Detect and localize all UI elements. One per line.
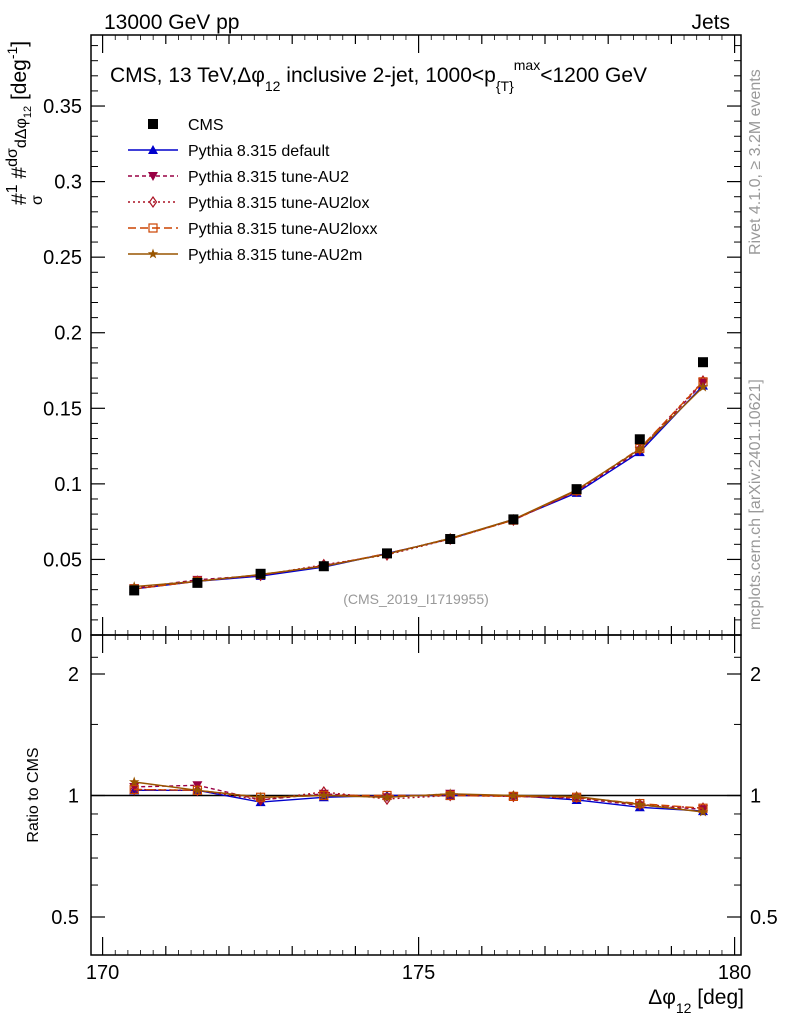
x-axis-label: Δφ12 [deg]: [648, 986, 744, 1016]
ratio-series-point: [318, 790, 329, 800]
legend-marker: [148, 195, 158, 209]
header-left: 13000 GeV pp: [104, 11, 239, 34]
xtick-label: 170: [86, 962, 119, 984]
main-series-line: [134, 382, 704, 589]
cms-data-point: [571, 484, 582, 495]
main-ylabel: #1 #dσdΔφ12 [deg-1] σ: [4, 41, 46, 205]
legend-label: Pythia 8.315 tune-AU2: [188, 169, 349, 186]
ratio-series-point: [129, 783, 139, 796]
main-series-point: [697, 381, 709, 392]
svg-text:σ: σ: [29, 195, 46, 205]
ratio-series-point: [256, 793, 265, 806]
legend-marker: [148, 145, 158, 154]
main-ytick-label: 0.1: [54, 474, 82, 496]
ratio-series-point: [508, 790, 519, 800]
ratio-ytick-label-right: 2: [750, 664, 761, 686]
legend-label: CMS: [188, 117, 224, 134]
main-axes: 0 0.05 0.1 0.15 0.2 0.25 0.3 0.35 170 175 180: [43, 35, 751, 984]
xtick-label: 180: [718, 962, 751, 984]
cms-data-point: [318, 561, 329, 572]
ratio-ytick-label-right: 0.5: [750, 907, 778, 929]
legend-marker-cms: [148, 119, 158, 129]
main-series-line: [134, 385, 704, 590]
legend-marker: [147, 248, 159, 259]
main-series-line: [134, 381, 704, 590]
main-ytick-label: 0.05: [43, 549, 82, 571]
ratio-series-point: [129, 784, 139, 795]
legend-label: Pythia 8.315 default: [188, 143, 330, 160]
header-right: Jets: [691, 11, 730, 34]
cms-data-point: [508, 514, 519, 525]
legend: CMS Pythia 8.315 default Pythia 8.315 tune…: [128, 117, 377, 264]
main-ytick-label: 0: [71, 625, 82, 647]
ratio-series-point: [255, 791, 266, 802]
xtick-label: 175: [402, 962, 435, 984]
ratio-series-line: [134, 781, 704, 813]
ratio-series-point: [634, 799, 645, 809]
ratio-series-layer: [129, 776, 709, 817]
cms-data-point: [445, 534, 456, 545]
main-title: CMS, 13 TeV,Δφ12 inclusive 2-jet, 1000<p…: [110, 57, 647, 94]
ratio-series-point: [192, 784, 203, 795]
rivet-label: Rivet 4.1.0, ≥ 3.2M events: [747, 69, 764, 255]
legend-label: Pythia 8.315 tune-AU2m: [188, 247, 362, 264]
main-series-line: [134, 386, 704, 588]
ratio-ytick-label: 2: [68, 664, 79, 686]
ratio-ytick-label-right: 1: [750, 786, 761, 808]
cms-data-point: [698, 357, 708, 368]
ratio-ytick-label: 0.5: [51, 907, 79, 929]
analysis-watermark: (CMS_2019_I1719955): [343, 591, 489, 607]
main-ytick-label: 0.35: [43, 96, 82, 118]
mcplots-label: mcplots.cern.ch [arXiv:2401.10621]: [747, 379, 764, 630]
legend-marker: [148, 172, 158, 181]
ratio-series-point: [381, 791, 393, 802]
main-ytick-label: 0.25: [43, 247, 82, 269]
cms-data-point: [129, 585, 140, 596]
svg-text:#1 #dσdΔφ12 [deg-1]: #1 #dσdΔφ12 [deg-1]: [4, 41, 34, 205]
main-ytick-label: 0.2: [54, 323, 82, 345]
cms-data-point: [255, 568, 266, 579]
cms-data-point: [634, 434, 645, 445]
main-ytick-label: 0.3: [54, 172, 82, 194]
ratio-series-point: [571, 790, 582, 801]
main-series-point: [634, 443, 645, 454]
legend-marker: [148, 223, 158, 233]
ratio-series-line: [134, 784, 704, 810]
main-series-layer: [129, 357, 709, 596]
legend-label: Pythia 8.315 tune-AU2lox: [188, 195, 369, 212]
ratio-ylabel: Ratio to CMS: [25, 747, 42, 842]
main-series-line: [134, 380, 704, 590]
cms-data-point: [192, 577, 203, 588]
legend-label: Pythia 8.315 tune-AU2loxx: [188, 221, 377, 238]
ratio-series-point: [129, 776, 140, 787]
cms-data-point: [382, 548, 392, 559]
main-ytick-label: 0.15: [43, 398, 82, 420]
ratio-axes: 0.5 0.5 1 1 2 2: [51, 656, 778, 929]
ratio-series-point: [697, 806, 709, 817]
ratio-ytick-label: 1: [68, 786, 79, 808]
ratio-series-point: [445, 788, 456, 799]
